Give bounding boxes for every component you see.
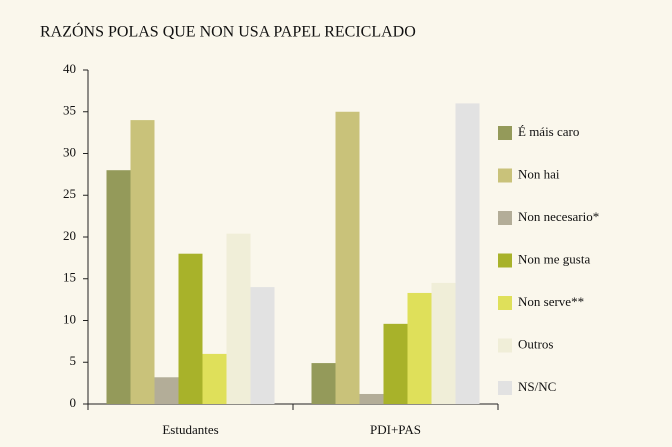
legend-swatch xyxy=(498,211,512,225)
y-tick-label: 0 xyxy=(70,395,77,410)
legend-swatch xyxy=(498,168,512,183)
legend-label: É máis caro xyxy=(518,124,579,139)
y-tick-label: 40 xyxy=(63,61,76,76)
x-tick-label: Estudantes xyxy=(162,422,218,437)
legend-label: NS/NC xyxy=(518,379,556,394)
y-tick-label: 20 xyxy=(63,228,76,243)
legend-label: Non necesario* xyxy=(518,209,599,224)
y-tick-label: 15 xyxy=(63,270,76,285)
legend-label: Non hai xyxy=(518,166,560,181)
legend-swatch xyxy=(498,126,512,140)
bar xyxy=(226,233,251,404)
y-tick-label: 30 xyxy=(63,144,76,159)
bar xyxy=(130,120,155,404)
bar xyxy=(335,111,360,404)
legend-label: Non serve** xyxy=(518,294,584,309)
bar xyxy=(311,363,336,404)
bar xyxy=(407,292,432,404)
y-tick-label: 35 xyxy=(63,103,76,118)
y-tick-label: 5 xyxy=(70,353,77,368)
legend-swatch xyxy=(498,253,512,268)
bar xyxy=(455,103,480,405)
bar xyxy=(178,253,203,404)
y-tick-label: 25 xyxy=(63,186,76,201)
chart-title: RAZÓNS POLAS QUE NON USA PAPEL RECICLADO xyxy=(40,22,416,41)
bar xyxy=(383,323,408,404)
bar xyxy=(106,170,131,404)
y-tick-label: 10 xyxy=(63,311,76,326)
bar xyxy=(202,353,227,404)
x-tick-label: PDI+PAS xyxy=(370,422,421,437)
legend-swatch xyxy=(498,296,512,310)
bar xyxy=(250,287,275,404)
legend-label: Outros xyxy=(518,336,553,351)
legend-label: Non me gusta xyxy=(518,251,590,266)
legend-swatch xyxy=(498,338,512,353)
bar xyxy=(154,377,179,404)
legend-swatch xyxy=(498,381,512,395)
bar xyxy=(359,393,384,404)
bar xyxy=(431,282,456,404)
